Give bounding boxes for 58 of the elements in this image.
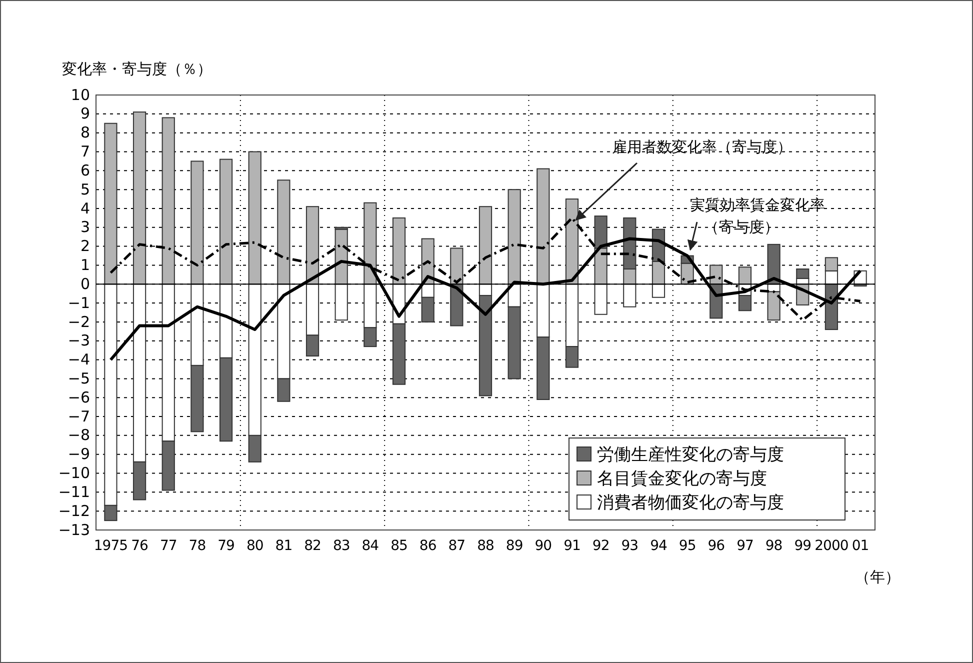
x-tick-label: 2000	[814, 538, 848, 554]
y-tick-label: −2	[68, 312, 90, 331]
x-tick-label: 93	[621, 538, 638, 554]
x-tick-label: 87	[448, 538, 466, 554]
y-tick-label: −12	[58, 502, 90, 520]
x-tick-label: 96	[708, 538, 726, 554]
x-tick-label: 78	[188, 538, 206, 554]
x-tick-label: 92	[592, 538, 610, 554]
y-tick-label: −7	[68, 407, 90, 426]
x-tick-label: 90	[534, 538, 552, 554]
y-tick-label: 8	[80, 124, 90, 142]
y-tick-label: −3	[68, 332, 90, 350]
y-tick-label: −8	[68, 426, 90, 444]
y-tick-label: 6	[80, 161, 90, 180]
x-tick-label: 84	[362, 538, 380, 554]
x-tick-label: 99	[794, 538, 812, 554]
x-tick-label: 01	[852, 538, 869, 554]
x-tick-label: 1975	[94, 538, 128, 554]
y-tick-label: −5	[68, 369, 90, 388]
y-tick-label: 1	[80, 256, 90, 274]
x-tick-label: 77	[160, 538, 177, 554]
x-tick-label: 97	[736, 538, 754, 554]
y-tick-label: 2	[80, 237, 90, 256]
x-tick-label: 83	[332, 538, 350, 554]
y-tick-label: −4	[68, 350, 90, 369]
x-tick-label: 88	[477, 538, 494, 554]
x-tick-label: 95	[678, 538, 696, 554]
x-tick-label: 76	[131, 538, 149, 554]
y-tick-label: 7	[80, 142, 90, 161]
x-tick-label: 86	[419, 538, 437, 554]
x-tick-label: 79	[218, 538, 234, 554]
y-tick-label: 0	[80, 274, 90, 293]
y-tick-label: 5	[80, 180, 90, 198]
y-tick-label: 4	[80, 199, 90, 218]
y-tick-label: −13	[58, 520, 90, 539]
y-tick-label: 3	[80, 218, 90, 236]
y-tick-label: 9	[80, 104, 90, 123]
x-axis-title: （年）	[855, 568, 900, 586]
x-tick-label: 85	[390, 538, 408, 554]
y-tick-label: −1	[68, 294, 90, 312]
y-tick-label: −10	[58, 464, 90, 482]
y-axis-title: 変化率・寄与度（％）	[62, 60, 212, 78]
y-tick-label: −9	[68, 445, 90, 464]
x-tick-label: 80	[246, 538, 264, 554]
text: 雇用者数変化率（寄与度）	[612, 138, 792, 156]
x-tick-label: 91	[564, 538, 580, 554]
x-tick-label: 81	[275, 538, 292, 554]
legend-label: 労働生産性変化の寄与度	[597, 445, 784, 465]
legend-label: 名目賃金変化の寄与度	[597, 469, 767, 489]
bar	[536, 168, 550, 285]
y-tick-label: 10	[70, 86, 90, 104]
y-tick-label: −6	[68, 388, 90, 406]
x-tick-label: 98	[765, 538, 782, 554]
x-tick-label: 89	[506, 538, 523, 554]
y-tick-label: −11	[58, 482, 90, 501]
x-tick-label: 82	[304, 538, 321, 554]
legend-label: 消費者物価変化の寄与度	[597, 493, 784, 513]
x-tick-label: 94	[650, 538, 668, 554]
